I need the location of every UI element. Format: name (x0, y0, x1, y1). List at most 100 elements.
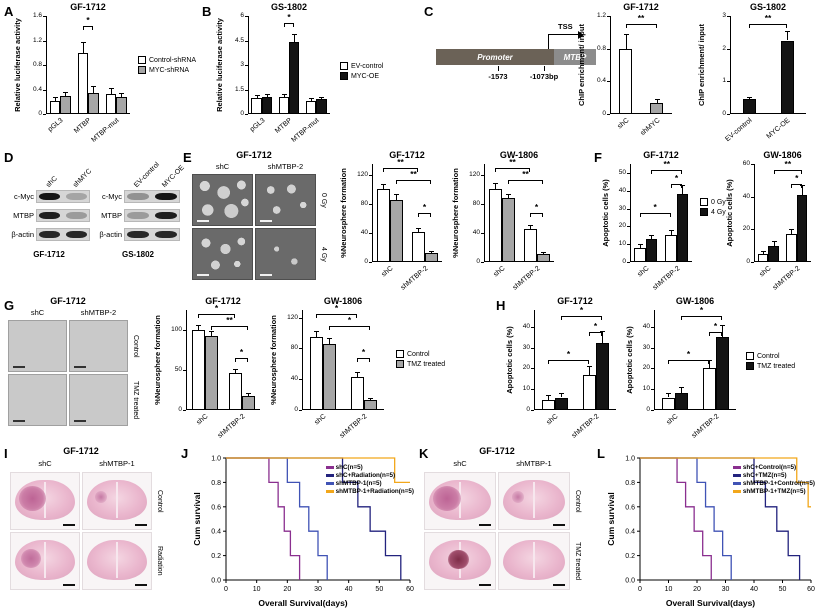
brain-image (429, 479, 491, 521)
bar (376, 189, 390, 262)
sig (625, 23, 657, 28)
tss-arrow-line (548, 34, 580, 35)
ytick: 40 (360, 228, 368, 236)
column-label-shc: shC (453, 459, 467, 468)
column-label-shmtbp2: shMTBP-2 (80, 308, 117, 317)
legend-swatch (746, 352, 754, 360)
brain-image (87, 479, 147, 521)
err (623, 33, 629, 35)
brain-image (15, 479, 75, 521)
err (292, 33, 298, 35)
scale-bar (260, 220, 272, 222)
bar (664, 235, 677, 262)
ytick: 1.2 (596, 12, 606, 19)
err (506, 193, 511, 195)
ytick: 20 (642, 364, 650, 372)
err (771, 240, 777, 242)
survival-legend: shC(n=5) shC+Radiation(n=5) shMTBP-1(n=5) s… (325, 464, 414, 495)
err (707, 360, 712, 361)
err (119, 93, 125, 95)
siglab: * (579, 305, 584, 315)
siglab: * (347, 315, 352, 325)
ytick: 2 (722, 44, 726, 52)
ytick: 10 (618, 240, 626, 248)
protein-label: c-Myc (102, 192, 122, 201)
ytickmark (481, 262, 484, 263)
siglab: ** (410, 168, 417, 179)
sig (82, 25, 94, 30)
err (65, 91, 67, 96)
ytick: 6 (240, 12, 244, 19)
ytick: 1.5 (234, 85, 244, 93)
err (587, 366, 592, 368)
svg-text:0.8: 0.8 (625, 480, 635, 487)
chart-chip-gf1712: GF-1712 ChIP enrichment/ input 0 0.4 0.8 1.2 s… (576, 2, 678, 148)
panel-label-i: I (4, 446, 8, 461)
ytickmark (651, 347, 654, 349)
err (681, 387, 682, 394)
ytick: 0 (602, 110, 606, 117)
err (670, 229, 672, 236)
brain-section-shmtbp1-control (498, 472, 570, 530)
err (82, 41, 84, 53)
ytickmark (531, 389, 534, 391)
ytickmark (245, 40, 248, 42)
err (668, 229, 674, 231)
sig (357, 358, 370, 362)
ytick: 0.4 (596, 77, 606, 85)
ytickmark (751, 262, 754, 263)
err (602, 330, 603, 344)
bar (674, 393, 688, 410)
ytick: 0.4 (32, 85, 42, 93)
row-label-tmz: TMZ treated (132, 380, 139, 420)
ytickmark (369, 203, 372, 205)
svg-text:0.0: 0.0 (211, 578, 221, 585)
ytick: 3 (722, 12, 726, 19)
ytickmark (245, 89, 248, 91)
image-block-title: GF-1712 (479, 446, 515, 456)
survival-legend: shC+Control(n=5) shC+TMZ(n=5) shMTBP-1+Con… (732, 464, 815, 495)
sig (749, 23, 787, 28)
legend-item: 0 Gy (700, 198, 726, 206)
ytick: 0 (38, 110, 42, 117)
bar (251, 97, 262, 114)
position-label-1073: -1073bp (529, 72, 559, 81)
scale-bar (135, 524, 147, 526)
err (355, 372, 360, 374)
ytickmark (627, 190, 630, 192)
ytickmark (607, 81, 610, 83)
micrograph-shc-0gy (192, 174, 253, 226)
ytick: 100 (171, 326, 182, 333)
legend-item: Control (746, 352, 795, 360)
ytickmark (481, 232, 484, 234)
siglab: * (566, 349, 571, 359)
chart-survival-tmz: 0 10 20 30 40 50 60 0.0 0.2 0.4 0.6 0.8 1.0 Cum survi… (604, 450, 817, 609)
brain-section-shmtbp1-radiation (82, 532, 152, 590)
legend-tmz: Control TMZ treated (396, 350, 445, 368)
svg-text:30: 30 (722, 586, 730, 593)
ytickmark (627, 244, 630, 246)
row-label-control: Control (132, 334, 139, 358)
err (121, 93, 123, 97)
title: GF-1712 (557, 296, 593, 306)
bar (715, 337, 729, 410)
panel-label-d: D (4, 150, 14, 165)
ytickmark (651, 389, 654, 391)
ytickmark (751, 164, 754, 165)
siglab: * (239, 347, 244, 357)
err (431, 251, 432, 254)
svg-text:0.2: 0.2 (211, 553, 221, 560)
brain-image (429, 539, 491, 581)
band (66, 193, 87, 200)
legend-item: Control-shRNA (138, 56, 196, 64)
ytickmark (751, 196, 754, 198)
ytickmark (299, 317, 302, 319)
bar (261, 96, 272, 114)
err (368, 397, 373, 399)
sig (508, 179, 543, 184)
legend-item: 4 Gy (700, 208, 726, 216)
svg-text:0.6: 0.6 (625, 504, 635, 511)
brain-image (503, 539, 565, 581)
row-label-tmz: TMZ treated (574, 541, 581, 581)
ytickmark (651, 410, 654, 411)
